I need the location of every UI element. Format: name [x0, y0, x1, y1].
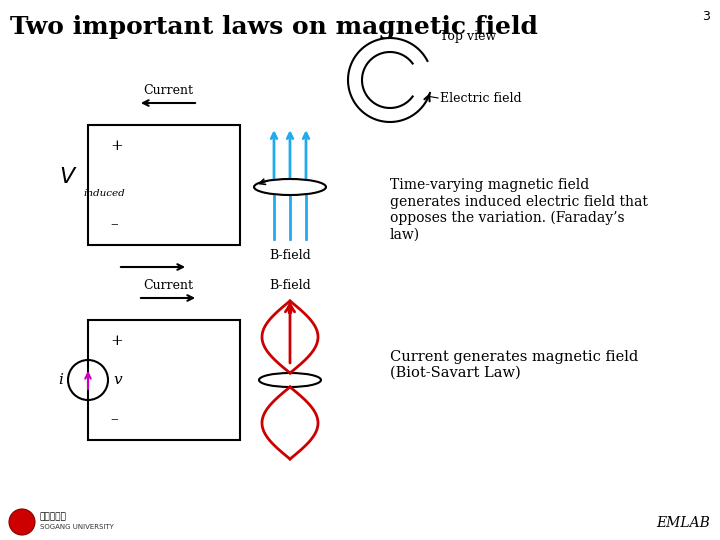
Text: v: v — [113, 373, 122, 387]
Text: 서강대학교: 서강대학교 — [40, 512, 67, 522]
Text: Time-varying magnetic field
generates induced electric field that
opposes the va: Time-varying magnetic field generates in… — [390, 178, 648, 241]
Circle shape — [9, 509, 35, 535]
Ellipse shape — [254, 179, 326, 195]
Text: SOGANG UNIVERSITY: SOGANG UNIVERSITY — [40, 524, 114, 530]
Text: $V$: $V$ — [60, 167, 78, 187]
Text: Top view: Top view — [440, 30, 496, 43]
Text: 3: 3 — [702, 10, 710, 23]
Text: Current: Current — [143, 279, 193, 292]
Text: i: i — [58, 373, 63, 387]
Text: induced: induced — [83, 189, 125, 198]
Text: Two important laws on magnetic field: Two important laws on magnetic field — [10, 15, 538, 39]
Text: +: + — [110, 139, 122, 153]
Text: –: – — [110, 412, 117, 426]
Text: Electric field: Electric field — [440, 91, 521, 105]
Text: B-field: B-field — [269, 279, 311, 292]
Text: Current: Current — [143, 84, 193, 97]
Text: +: + — [110, 334, 122, 348]
Text: –: – — [110, 217, 117, 231]
Text: Current generates magnetic field
(Biot-Savart Law): Current generates magnetic field (Biot-S… — [390, 350, 638, 380]
Text: EMLAB: EMLAB — [656, 516, 710, 530]
Text: B-field: B-field — [269, 249, 311, 262]
